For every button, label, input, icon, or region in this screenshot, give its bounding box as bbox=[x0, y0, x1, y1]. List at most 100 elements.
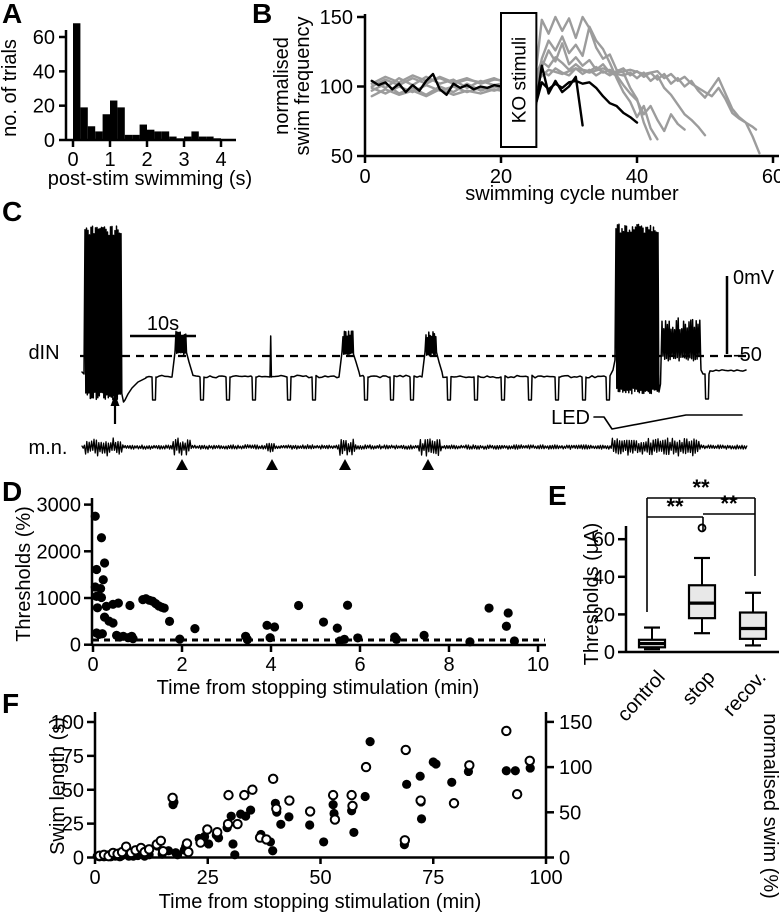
b-y-tick-label: 150 bbox=[320, 7, 353, 29]
f-normalised-swim-point bbox=[202, 824, 213, 835]
f-swim-length-point bbox=[319, 837, 329, 847]
a-y-tick-label: 20 bbox=[33, 96, 55, 118]
f-normalised-swim-point bbox=[347, 800, 358, 812]
b-swim-frequency-line bbox=[533, 79, 639, 124]
d-data-point bbox=[96, 533, 107, 543]
d-data-point bbox=[342, 600, 353, 610]
f-normalised-swim-point bbox=[400, 744, 411, 756]
d-x-tick-label: 4 bbox=[265, 654, 276, 676]
f-right-y-axis-title: normalised swim (%) bbox=[759, 713, 780, 899]
f-swim-length-point bbox=[349, 827, 359, 838]
f-swim-length-point bbox=[447, 777, 457, 787]
histogram-bar bbox=[161, 131, 170, 140]
panel-f-label: F bbox=[2, 688, 20, 719]
panel-e-label: E bbox=[548, 480, 567, 511]
f-swim-length-point bbox=[402, 779, 412, 789]
e-category-label: control bbox=[613, 667, 670, 726]
histogram-bar bbox=[110, 100, 118, 140]
histogram-bar bbox=[154, 131, 162, 140]
histogram-bar bbox=[147, 129, 155, 140]
f-left-y-tick-label: 0 bbox=[73, 848, 84, 870]
e-y-tick-label: 40 bbox=[593, 567, 615, 589]
panel-a-label: A bbox=[2, 0, 23, 29]
f-normalised-swim-point bbox=[267, 773, 279, 785]
f-normalised-swim-point bbox=[239, 789, 250, 801]
d-data-point bbox=[128, 634, 138, 644]
f-swim-length-point bbox=[431, 759, 441, 769]
f-normalised-swim-point bbox=[399, 835, 411, 846]
d-data-point bbox=[242, 634, 253, 645]
din-label: dIN bbox=[28, 342, 59, 364]
led-label: LED bbox=[551, 407, 590, 429]
f-normalised-swim-point bbox=[501, 725, 512, 737]
f-swim-length-point bbox=[268, 846, 278, 856]
histogram-bar bbox=[191, 131, 199, 140]
d-data-point bbox=[391, 634, 402, 644]
d-data-point bbox=[419, 630, 429, 640]
mn-event-arrowhead bbox=[422, 459, 434, 470]
f-swim-length-point bbox=[525, 763, 535, 773]
f-normalised-swim-point bbox=[247, 784, 258, 795]
histogram-bar bbox=[169, 136, 177, 140]
f-swim-length-point bbox=[228, 839, 238, 849]
histogram-bar bbox=[139, 124, 147, 140]
histogram-bar bbox=[102, 114, 110, 140]
f-swim-length-point bbox=[245, 805, 256, 815]
f-normalised-swim-point bbox=[222, 818, 234, 830]
b-y-tick-label: 100 bbox=[320, 77, 353, 99]
f-swim-length-point bbox=[305, 820, 315, 830]
e-y-axis-title: Thresholds (μA) bbox=[581, 523, 603, 666]
b-swim-frequency-line bbox=[370, 25, 659, 141]
e-y-tick-label: 0 bbox=[604, 642, 615, 664]
f-swim-length-point bbox=[510, 766, 520, 776]
a-y-tick-label: 0 bbox=[44, 130, 55, 152]
f-normalised-swim-point bbox=[464, 760, 475, 771]
f-normalised-swim-point bbox=[232, 818, 243, 830]
f-normalised-swim-point bbox=[284, 795, 295, 806]
d-data-point bbox=[332, 623, 342, 633]
f-normalised-swim-point bbox=[271, 803, 282, 814]
ko-stimuli-box bbox=[500, 12, 538, 148]
d-data-point bbox=[96, 592, 107, 603]
histogram-bar bbox=[73, 23, 81, 140]
histogram-bar bbox=[132, 134, 140, 140]
f-swim-length-point bbox=[360, 791, 370, 802]
e-box bbox=[738, 611, 768, 640]
b-swim-frequency-line bbox=[370, 56, 707, 137]
e-sig-control-stop: ** bbox=[666, 494, 684, 519]
f-swim-length-point bbox=[172, 850, 183, 860]
d-data-point bbox=[91, 564, 102, 575]
f-left-y-tick-label: 75 bbox=[62, 746, 84, 768]
mn-label: m.n. bbox=[29, 437, 68, 459]
f-normalised-swim-point bbox=[327, 789, 339, 801]
panel-c-label: C bbox=[2, 196, 23, 227]
f-normalised-swim-point bbox=[195, 837, 206, 848]
histogram-bar bbox=[87, 126, 96, 140]
f-normalised-swim-point bbox=[212, 826, 223, 838]
e-y-tick-label: 20 bbox=[593, 604, 615, 626]
d-data-point bbox=[265, 633, 275, 643]
panel-d-label: D bbox=[2, 476, 23, 507]
a-y-tick-label: 40 bbox=[33, 61, 55, 83]
voltage-top-label: 0mV bbox=[733, 267, 775, 289]
histogram-bar bbox=[184, 136, 192, 140]
d-data-point bbox=[353, 633, 363, 643]
d-y-tick-label: 0 bbox=[70, 635, 81, 657]
mn-event-arrowhead bbox=[176, 459, 188, 470]
f-normalised-swim-point bbox=[329, 814, 341, 825]
histogram-bar bbox=[117, 107, 125, 140]
f-normalised-swim-point bbox=[183, 846, 194, 858]
ko-stimuli-label: KO stimuli bbox=[510, 37, 531, 124]
f-swim-length-point bbox=[365, 737, 375, 747]
f-left-y-tick-label: 100 bbox=[51, 712, 84, 734]
e-y-tick-label: 60 bbox=[593, 529, 615, 551]
stimulus-arrow-head bbox=[110, 394, 120, 406]
f-left-y-tick-label: 25 bbox=[62, 814, 84, 836]
f-swim-length-point bbox=[226, 811, 236, 821]
f-normalised-swim-point bbox=[346, 789, 357, 801]
d-x-tick-label: 2 bbox=[176, 654, 187, 676]
b-swim-frequency-line bbox=[370, 67, 761, 155]
histogram-bar bbox=[80, 107, 88, 140]
b-x-axis-title: swimming cycle number bbox=[465, 183, 679, 205]
